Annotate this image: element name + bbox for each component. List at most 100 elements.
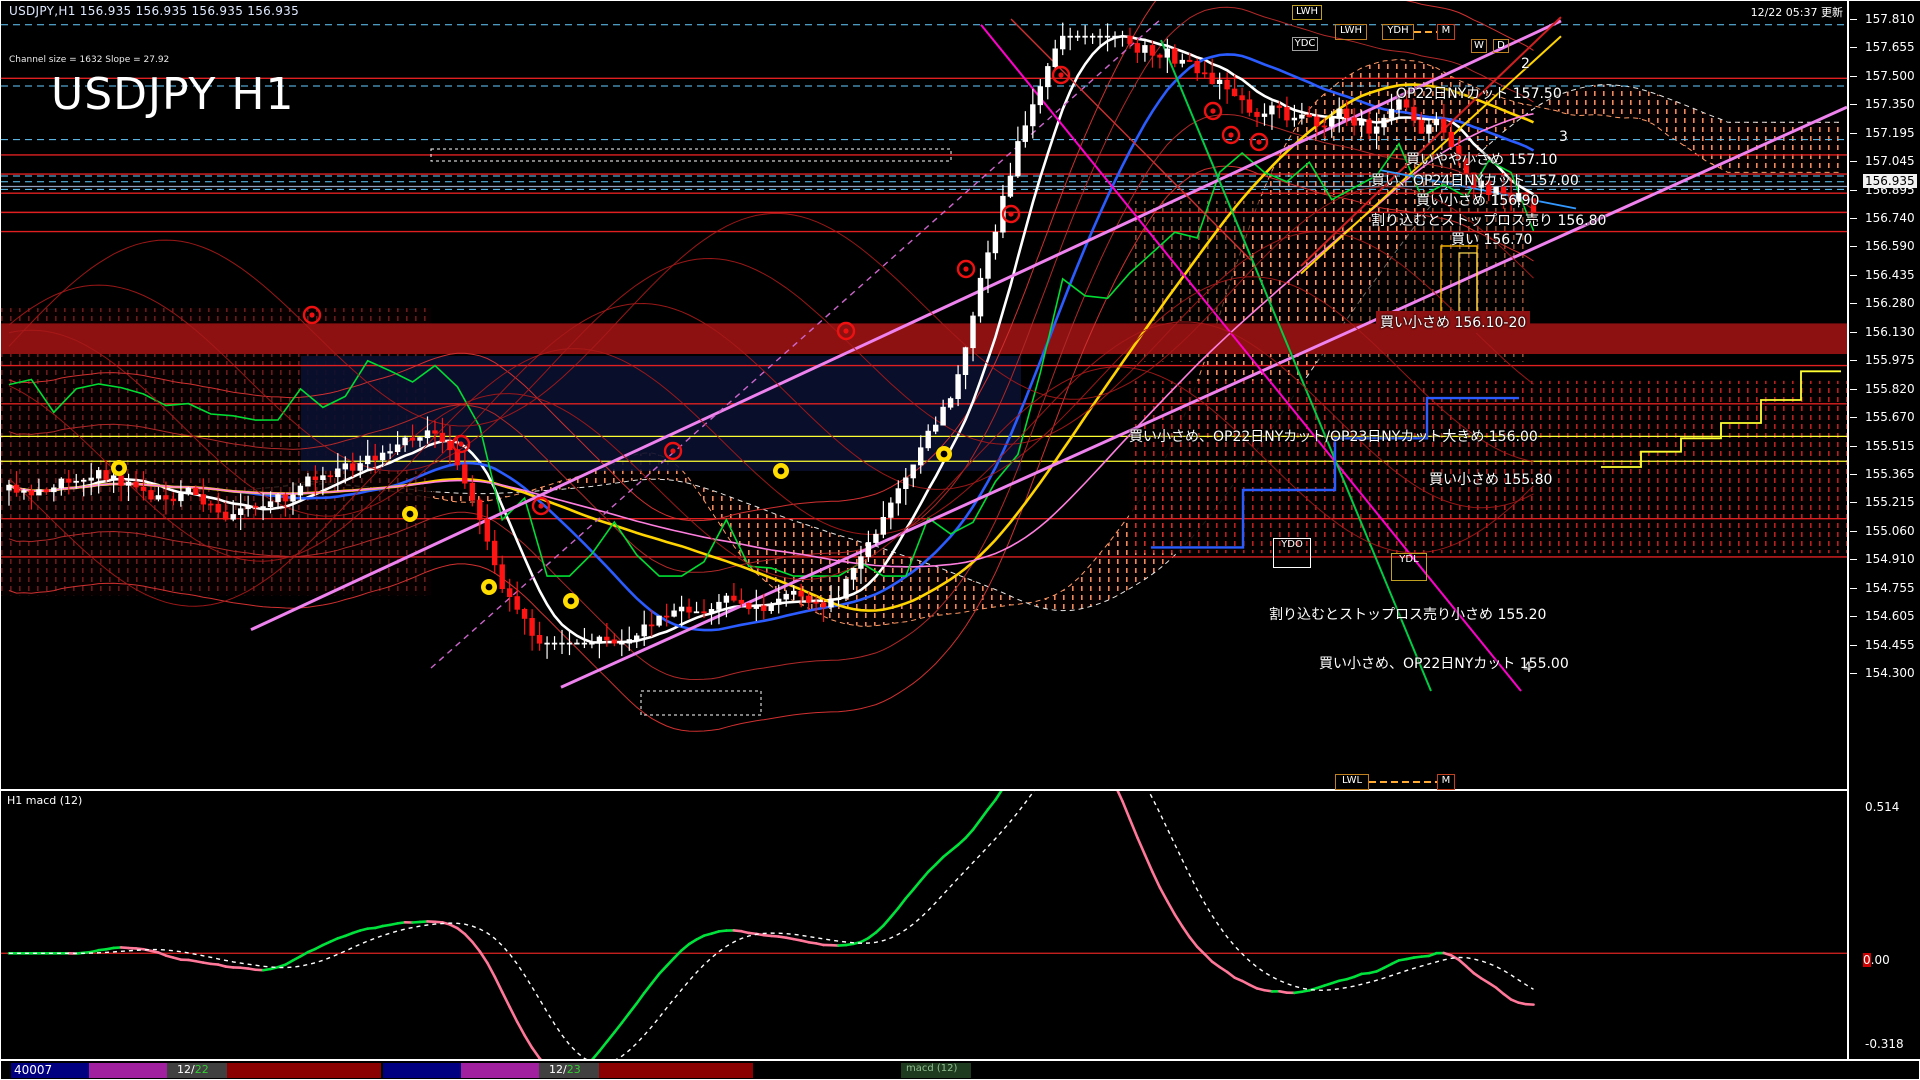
price-annotation: 買い 156.70 (1451, 232, 1533, 248)
price-axis-label: 155.820 (1865, 381, 1915, 396)
price-annotation: 買い小さめ 156.10-20 (1376, 311, 1531, 333)
price-scale[interactable]: 157.810 157.655 157.500 157.350 157.195 157.0… (1848, 0, 1920, 1060)
price-annotation: 2 (1521, 56, 1530, 72)
price-annotation: 買い小さめ 156.90 (1416, 193, 1540, 209)
price-axis-label: 154.755 (1865, 580, 1915, 595)
chart-marker-tag[interactable]: LWH (1335, 24, 1367, 40)
price-axis-label: 156.590 (1865, 239, 1915, 254)
price-tick (1850, 75, 1857, 77)
price-axis-label: 156.280 (1865, 296, 1915, 311)
price-axis-label: 155.515 (1865, 438, 1915, 453)
macd-axis-bottom-label: -0.318 (1865, 1037, 1904, 1051)
time-segment[interactable] (539, 1063, 599, 1078)
chart-marker-tag[interactable]: M (1437, 774, 1455, 790)
price-annotation: 買い小さめ 155.80 (1429, 472, 1553, 488)
price-axis-label: 157.655 (1865, 40, 1915, 55)
price-tick (1850, 502, 1857, 504)
price-axis-label: 156.740 (1865, 211, 1915, 226)
macd-axis-top-label: 0.514 (1865, 800, 1900, 814)
time-segment[interactable] (167, 1063, 227, 1078)
chart-marker-tag[interactable]: YDC (1292, 37, 1318, 51)
date-label: 12/22 (177, 1063, 209, 1076)
chart-marker-tag[interactable]: YDH (1382, 24, 1414, 40)
price-axis-label: 154.910 (1865, 552, 1915, 567)
chart-marker-tag[interactable]: M (1437, 24, 1455, 40)
price-tick (1850, 417, 1857, 419)
chart-marker-tag[interactable]: W (1471, 39, 1487, 53)
price-chart-canvas[interactable] (1, 1, 1847, 789)
price-tick (1850, 132, 1857, 134)
macd-header-label: H1 macd (12) (7, 794, 83, 807)
update-timestamp: 12/22 05:37 更新 (1750, 6, 1843, 19)
price-tick (1850, 218, 1857, 220)
price-annotation: 3 (1559, 129, 1568, 145)
time-status-bar[interactable]: 12/22 12/23 macd (12) (0, 1060, 1920, 1080)
price-tick (1850, 331, 1857, 333)
time-segment[interactable] (383, 1063, 461, 1078)
price-tick (1850, 616, 1857, 618)
time-segment[interactable] (227, 1063, 381, 1078)
price-annotation: 買いやや小さめ 157.10 (1406, 152, 1558, 168)
price-tick (1850, 673, 1857, 674)
chart-marker-tag[interactable]: D (1493, 39, 1509, 53)
price-tick (1850, 644, 1857, 646)
price-axis-label: 155.670 (1865, 410, 1915, 425)
price-axis-label: 157.500 (1865, 68, 1915, 83)
price-tick (1850, 360, 1857, 362)
price-axis-label: 155.215 (1865, 495, 1915, 510)
price-tick (1850, 19, 1857, 20)
price-axis-label: 155.975 (1865, 353, 1915, 368)
macd-indicator-panel[interactable]: H1 macd (12) (0, 790, 1848, 1060)
price-tick (1850, 303, 1857, 305)
price-tick (1850, 104, 1857, 106)
price-axis-label: 156.435 (1865, 267, 1915, 282)
price-tick (1850, 161, 1857, 163)
price-axis-label: 154.455 (1865, 637, 1915, 652)
time-segment[interactable] (901, 1063, 971, 1078)
symbol-header: USDJPY,H1 156.935 156.935 156.935 156.93… (9, 4, 300, 18)
main-chart-panel[interactable]: USDJPY,H1 156.935 156.935 156.935 156.93… (0, 0, 1848, 790)
price-tick (1850, 274, 1857, 276)
price-axis-label: 157.350 (1865, 97, 1915, 112)
price-annotation: 4 (1523, 660, 1532, 676)
macd-chart-canvas[interactable] (1, 791, 1847, 1059)
price-annotation: 買い小さめ、OP22日NYカット/OP23日NYカット大きめ 156.00 (1129, 429, 1538, 445)
price-tick (1850, 47, 1857, 49)
price-axis-label: 154.300 (1865, 666, 1915, 680)
price-annotation: 買い、OP24日NYカット 157.00 (1371, 173, 1579, 189)
chart-marker-tag[interactable]: LWL (1335, 774, 1369, 790)
bar-count-label: 40007 (14, 1063, 53, 1077)
price-tick (1850, 445, 1857, 447)
chart-watermark-title: USDJPY H1 (51, 69, 295, 120)
current-price-label: 156.935 (1863, 174, 1917, 188)
chart-marker-tag[interactable]: LWH (1292, 5, 1322, 20)
price-tick (1850, 587, 1857, 589)
price-tick (1850, 189, 1857, 191)
chart-marker-tag[interactable]: YDL (1391, 553, 1427, 581)
chart-marker-tag[interactable]: YDO (1273, 538, 1311, 568)
time-segment[interactable] (461, 1063, 539, 1078)
price-axis-label: 155.365 (1865, 466, 1915, 481)
price-tick (1850, 473, 1857, 475)
price-annotation: 割り込むとストップロス売り小さめ 155.20 (1269, 607, 1547, 623)
macd-status-label: macd (12) (906, 1063, 958, 1074)
price-axis-label: 157.195 (1865, 125, 1915, 140)
time-segment[interactable] (11, 1063, 89, 1078)
price-annotation: OP22日NYカット 157.50 (1396, 86, 1562, 102)
channel-info-label: Channel size = 1632 Slope = 27.92 (9, 55, 170, 65)
price-tick (1850, 246, 1857, 248)
price-axis-label: 157.810 (1865, 12, 1915, 26)
time-segment[interactable] (89, 1063, 167, 1078)
price-tick (1850, 559, 1857, 561)
time-segment[interactable] (599, 1063, 753, 1078)
date-label: 12/23 (549, 1063, 581, 1076)
price-axis-label: 155.060 (1865, 523, 1915, 538)
price-axis-label: 157.045 (1865, 154, 1915, 169)
price-axis-label: 154.605 (1865, 609, 1915, 624)
price-annotation: 買い小さめ、OP22日NYカット 155.00 (1319, 656, 1569, 672)
price-annotation: 割り込むとストップロス売り 156.80 (1371, 213, 1607, 229)
macd-axis-zero-label: 0.00 (1863, 953, 1890, 967)
price-axis-label: 156.130 (1865, 324, 1915, 339)
price-tick (1850, 388, 1857, 390)
